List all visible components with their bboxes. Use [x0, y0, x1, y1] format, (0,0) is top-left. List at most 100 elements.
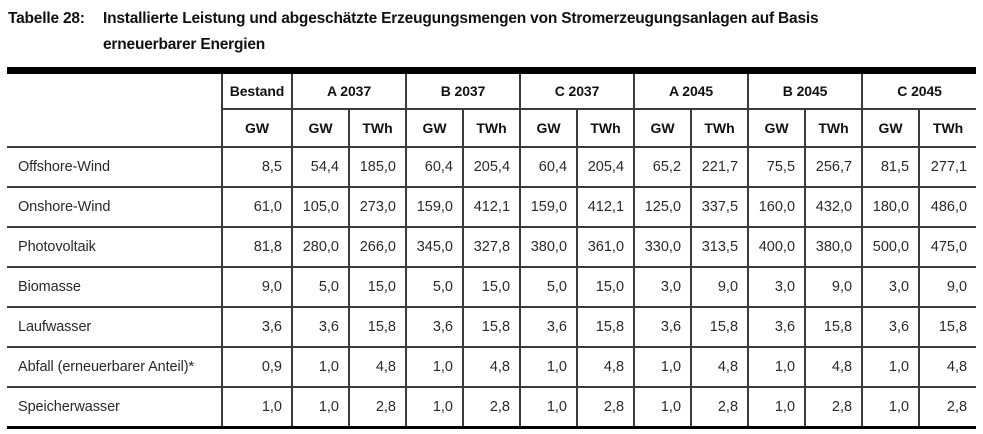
column-group-header: Bestand [221, 70, 293, 110]
value-cell: 60,4 [519, 146, 579, 188]
value-cell: 273,0 [348, 186, 407, 228]
value-cell: 4,8 [461, 346, 522, 388]
unit-header: TWh [461, 108, 522, 148]
value-cell: 15,8 [576, 306, 636, 348]
value-cell: 3,0 [861, 266, 921, 308]
value-cell: 412,1 [576, 186, 636, 228]
value-cell: 475,0 [918, 226, 977, 268]
row-label: Photovoltaik [7, 226, 223, 268]
value-cell: 2,8 [576, 386, 636, 429]
value-cell: 3,6 [747, 306, 807, 348]
column-group-header: A 2045 [633, 70, 750, 110]
value-cell: 3,6 [633, 306, 693, 348]
corner-cell [7, 71, 222, 148]
value-cell: 1,0 [747, 346, 807, 388]
data-table: Bestand A 2037 B 2037 C 2037 A 2045 B 2045 C 2… [7, 67, 977, 429]
row-label: Onshore-Wind [7, 186, 223, 228]
row-label: Offshore-Wind [7, 146, 223, 188]
value-cell: 9,0 [918, 266, 977, 308]
column-group-row: Bestand A 2037 B 2037 C 2037 A 2045 B 2045 C 2… [7, 70, 977, 110]
table-caption: Tabelle 28: Installierte Leistung und ab… [0, 0, 983, 58]
value-cell: 1,0 [405, 346, 464, 388]
unit-header: TWh [690, 108, 750, 148]
value-cell: 2,8 [461, 386, 522, 429]
value-cell: 361,0 [576, 226, 636, 268]
value-cell: 327,8 [461, 226, 522, 268]
value-cell: 256,7 [804, 146, 864, 188]
table-body: Offshore-Wind 8,5 54,4 185,0 60,4 205,4 60,4 20… [7, 146, 977, 429]
column-group-header: B 2037 [404, 70, 522, 110]
value-cell: 4,8 [804, 346, 864, 388]
table-row: Biomasse 9,0 5,0 15,0 5,0 15,0 5,0 15,0 3,0 9,0 3,… [7, 266, 977, 308]
value-cell: 1,0 [221, 386, 293, 429]
value-cell: 2,8 [690, 386, 750, 429]
value-cell: 15,0 [461, 266, 522, 308]
table-row: Abfall (erneuerbarer Anteil)* 0,9 1,0 4,8 1,… [7, 346, 977, 388]
value-cell: 3,6 [861, 306, 921, 348]
value-cell: 4,8 [348, 346, 407, 388]
unit-header: TWh [804, 108, 864, 148]
value-cell: 337,5 [690, 186, 750, 228]
value-cell: 1,0 [519, 346, 579, 388]
value-cell: 160,0 [747, 186, 807, 228]
value-cell: 277,1 [918, 146, 977, 188]
value-cell: 159,0 [519, 186, 579, 228]
value-cell: 221,7 [690, 146, 750, 188]
table-caption-text: Installierte Leistung und abgeschätzte E… [103, 6, 975, 58]
column-group-header: C 2037 [519, 70, 636, 110]
unit-header: TWh [918, 108, 977, 148]
value-cell: 3,0 [633, 266, 693, 308]
table-row: Speicherwasser 1,0 1,0 2,8 1,0 2,8 1,0 2,8 1,0 2,… [7, 386, 977, 429]
unit-header: GW [221, 108, 293, 148]
table-row: Onshore-Wind 61,0 105,0 273,0 159,0 412,1 159,… [7, 186, 977, 228]
value-cell: 15,8 [690, 306, 750, 348]
column-group-header: C 2045 [861, 70, 977, 110]
value-cell: 159,0 [405, 186, 464, 228]
unit-header: GW [291, 108, 350, 148]
unit-header: GW [861, 108, 921, 148]
value-cell: 3,6 [519, 306, 579, 348]
table-caption-line1: Installierte Leistung und abgeschätzte E… [103, 10, 819, 27]
value-cell: 4,8 [918, 346, 977, 388]
column-group-header: B 2045 [747, 70, 864, 110]
value-cell: 15,8 [918, 306, 977, 348]
value-cell: 1,0 [633, 346, 693, 388]
value-cell: 2,8 [918, 386, 977, 429]
unit-header: TWh [576, 108, 636, 148]
value-cell: 15,0 [576, 266, 636, 308]
value-cell: 380,0 [804, 226, 864, 268]
value-cell: 9,0 [690, 266, 750, 308]
value-cell: 2,8 [804, 386, 864, 429]
value-cell: 400,0 [747, 226, 807, 268]
row-label: Laufwasser [7, 306, 223, 348]
value-cell: 81,8 [221, 226, 293, 268]
table-row: Offshore-Wind 8,5 54,4 185,0 60,4 205,4 60,4 20… [7, 146, 977, 188]
value-cell: 1,0 [291, 386, 350, 429]
unit-row: GW GW TWh GW TWh GW TWh GW TWh GW TWh GW TWh [7, 108, 977, 148]
unit-header: GW [405, 108, 464, 148]
value-cell: 75,5 [747, 146, 807, 188]
value-cell: 61,0 [221, 186, 293, 228]
value-cell: 15,0 [348, 266, 407, 308]
value-cell: 205,4 [461, 146, 522, 188]
value-cell: 105,0 [291, 186, 350, 228]
table-row: Photovoltaik 81,8 280,0 266,0 345,0 327,8 380,… [7, 226, 977, 268]
value-cell: 5,0 [405, 266, 464, 308]
value-cell: 4,8 [690, 346, 750, 388]
value-cell: 185,0 [348, 146, 407, 188]
value-cell: 1,0 [633, 386, 693, 429]
value-cell: 1,0 [747, 386, 807, 429]
value-cell: 1,0 [519, 386, 579, 429]
row-label: Speicherwasser [7, 386, 223, 429]
value-cell: 266,0 [348, 226, 407, 268]
value-cell: 330,0 [633, 226, 693, 268]
table-caption-number: Tabelle 28: [8, 10, 85, 27]
value-cell: 15,8 [348, 306, 407, 348]
value-cell: 205,4 [576, 146, 636, 188]
value-cell: 1,0 [861, 386, 921, 429]
value-cell: 0,9 [221, 346, 293, 388]
value-cell: 1,0 [861, 346, 921, 388]
value-cell: 3,6 [291, 306, 350, 348]
value-cell: 9,0 [804, 266, 864, 308]
